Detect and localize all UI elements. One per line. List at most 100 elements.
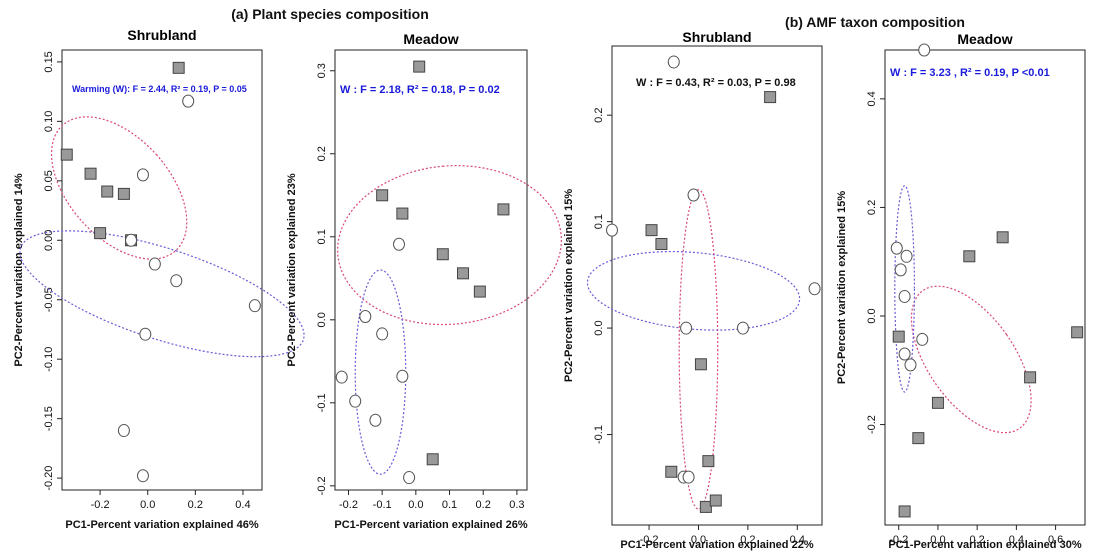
- y-axis-label: PC2-Percent variation explained 23%: [286, 173, 298, 366]
- control-point: [335, 370, 348, 384]
- warming-point: [84, 167, 97, 180]
- y-tick-label: 0.0: [593, 320, 605, 335]
- x-axis-label: PC1-Percent variation explained 30%: [888, 539, 1081, 551]
- control-ellipse: [894, 185, 916, 393]
- x-tick-label: -0.2: [339, 499, 358, 511]
- warming-point: [898, 505, 911, 518]
- x-tick-label: 0.6: [1048, 534, 1063, 546]
- y-tick-label: -0.2: [316, 476, 328, 495]
- warming-point: [426, 453, 439, 466]
- control-point: [687, 188, 700, 202]
- y-tick-label: 0.2: [316, 146, 328, 161]
- control-point: [148, 257, 161, 271]
- chart-panel-1: Shrubland Warming (W): F = 2.44, R² = 0.1…: [13, 27, 305, 531]
- y-tick-label: 0.1: [316, 229, 328, 244]
- control-point: [248, 299, 261, 313]
- control-point: [680, 321, 693, 335]
- x-tick-label: 0.4: [1009, 534, 1024, 546]
- x-tick-label: 0.2: [970, 534, 985, 546]
- y-tick-label: 0.0: [866, 308, 878, 323]
- x-tick-label: -0.2: [640, 534, 659, 546]
- y-tick-label: 0.00: [43, 230, 55, 251]
- warming-point: [376, 189, 389, 202]
- x-tick-label: 0.2: [476, 499, 491, 511]
- x-tick-label: 0.3: [509, 499, 524, 511]
- warming-ellipse: [50, 116, 188, 260]
- warming-point: [912, 432, 925, 445]
- x-tick-label: 0.4: [235, 499, 250, 511]
- warming-point: [996, 231, 1009, 244]
- plot-frame: [61, 49, 263, 491]
- control-point: [900, 249, 913, 263]
- warming-ellipse: [910, 285, 1032, 434]
- plot-frame: [884, 49, 1086, 526]
- warming-point: [60, 148, 73, 161]
- control-point: [904, 358, 917, 372]
- y-tick-label: 0.05: [43, 170, 55, 191]
- stats-annotation: Warming (W): F = 2.44, R² = 0.19, P = 0.…: [72, 84, 247, 94]
- warming-point: [1024, 371, 1037, 384]
- y-tick-label: 0.10: [43, 111, 55, 132]
- panel-title: Meadow: [403, 31, 458, 47]
- warming-point: [931, 396, 944, 409]
- y-tick-label: 0.4: [866, 91, 878, 106]
- warming-point: [694, 358, 707, 371]
- control-point: [898, 289, 911, 303]
- warming-point: [963, 250, 976, 263]
- warming-point: [764, 91, 777, 104]
- control-point: [139, 327, 152, 341]
- panel-title: Shrubland: [682, 29, 751, 45]
- stats-annotation: W : F = 3.23 , R² = 0.19, P <0.01: [890, 67, 1050, 79]
- section-title-amf: (b) AMF taxon composition: [785, 14, 965, 30]
- warming-point: [665, 465, 678, 478]
- x-tick-label: 0.4: [790, 534, 805, 546]
- plot-frame: [334, 49, 528, 491]
- control-point: [369, 413, 382, 427]
- panel-title: Shrubland: [127, 27, 196, 43]
- warming-point: [94, 227, 107, 240]
- warming-point: [436, 248, 449, 261]
- stats-annotation: W : F = 0.43, R² = 0.03, P = 0.98: [636, 77, 796, 89]
- warming-point: [699, 500, 712, 513]
- y-axis-label: PC2-Percent variation explained 15%: [563, 189, 575, 382]
- chart-panel-4: Meadow W : F = 3.23 , R² = 0.19, P <0.01 -…: [836, 31, 1086, 551]
- control-point: [170, 274, 183, 288]
- x-axis-label: PC1-Percent variation explained 22%: [620, 539, 813, 551]
- x-tick-label: 0.1: [442, 499, 457, 511]
- control-point: [606, 223, 618, 237]
- x-tick-label: -0.2: [91, 499, 110, 511]
- control-point: [918, 43, 931, 57]
- y-tick-label: -0.10: [43, 347, 55, 372]
- y-tick-label: -0.1: [593, 425, 605, 444]
- y-tick-label: 0.1: [593, 214, 605, 229]
- control-point: [393, 237, 405, 251]
- x-tick-label: 0.0: [140, 499, 155, 511]
- y-axis-label: PC2-Percent variation explained 15%: [836, 191, 848, 384]
- y-tick-label: 0.2: [866, 200, 878, 215]
- warming-point: [655, 237, 668, 250]
- control-point: [359, 309, 372, 323]
- control-point: [182, 94, 195, 108]
- warming-ellipse: [678, 189, 719, 510]
- control-point: [117, 424, 130, 438]
- control-point: [736, 321, 749, 335]
- warming-point: [457, 267, 469, 280]
- warming-point: [101, 185, 114, 198]
- control-point: [396, 369, 409, 383]
- chart-panel-3: Shrubland W : F = 0.43, R² = 0.03, P = 0.…: [563, 29, 823, 551]
- y-tick-label: -0.15: [43, 406, 55, 431]
- section-title-plant: (a) Plant species composition: [231, 6, 429, 22]
- y-tick-label: 0.3: [316, 63, 328, 78]
- x-tick-label: 0.0: [408, 499, 423, 511]
- x-tick-label: -0.2: [889, 534, 908, 546]
- warming-point: [396, 207, 409, 220]
- warming-point: [645, 224, 658, 237]
- x-tick-label: 0.2: [740, 534, 755, 546]
- warming-point: [473, 285, 486, 298]
- control-ellipse: [586, 250, 801, 331]
- x-tick-label: 0.2: [188, 499, 203, 511]
- control-point: [136, 469, 149, 483]
- control-point: [916, 332, 929, 346]
- control-point: [349, 394, 362, 408]
